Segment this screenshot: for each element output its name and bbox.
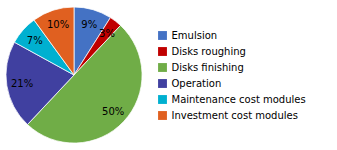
svg-text:50%: 50% xyxy=(102,106,124,117)
svg-text:10%: 10% xyxy=(47,19,69,30)
svg-text:3%: 3% xyxy=(99,28,115,39)
svg-text:Operation: Operation xyxy=(172,78,222,89)
svg-text:Maintenance cost modules: Maintenance cost modules xyxy=(172,94,306,105)
svg-text:Disks roughing: Disks roughing xyxy=(172,46,246,57)
svg-text:7%: 7% xyxy=(27,35,43,46)
svg-text:21%: 21% xyxy=(11,78,33,89)
svg-text:Disks finishing: Disks finishing xyxy=(172,62,244,73)
svg-text:Investment cost modules: Investment cost modules xyxy=(172,110,298,121)
svg-text:Emulsion: Emulsion xyxy=(172,30,218,41)
svg-text:9%: 9% xyxy=(81,19,97,30)
